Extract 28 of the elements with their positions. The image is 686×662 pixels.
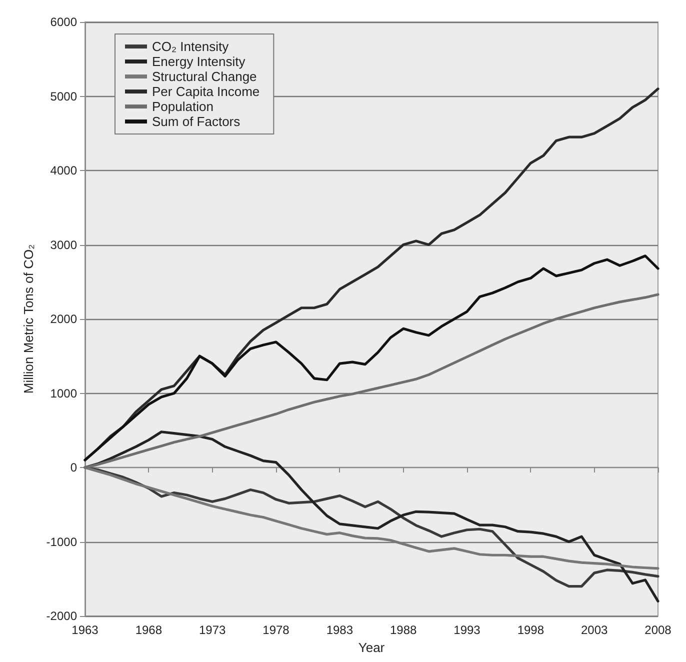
y-tick-label: 6000 — [50, 15, 78, 29]
legend-label: Sum of Factors — [152, 114, 241, 129]
x-tick-label: 1983 — [326, 623, 354, 637]
x-tick-label: 1998 — [517, 623, 544, 637]
x-tick-label: 2003 — [580, 623, 608, 637]
y-axis-title: Million Metric Tons of CO₂ — [21, 244, 36, 394]
legend-label: CO₂ Intensity — [152, 39, 230, 54]
y-tick-label: -1000 — [46, 534, 78, 549]
x-tick-label: 2008 — [644, 623, 672, 637]
y-tick-label: 1000 — [50, 386, 78, 400]
x-tick-label: 1968 — [135, 623, 162, 637]
legend-label: Population — [152, 99, 214, 114]
x-tick-label: 1963 — [72, 623, 99, 637]
legend-label: Energy Intensity — [152, 54, 246, 69]
y-tick-label: 3000 — [50, 238, 78, 252]
y-tick-label: -2000 — [46, 609, 78, 623]
x-tick-label: 1978 — [262, 623, 290, 637]
y-tick-label: 5000 — [50, 89, 78, 104]
x-tick-label: 1993 — [454, 623, 481, 637]
x-tick-label: 1988 — [390, 623, 418, 637]
line-series — [84, 254, 660, 462]
legend-label: Per Capita Income — [152, 84, 260, 99]
y-tick-label: 2000 — [50, 312, 78, 326]
x-tick-label: 1973 — [198, 623, 226, 637]
y-tick-label: 0 — [70, 460, 78, 474]
x-axis-title: Year — [358, 640, 386, 655]
legend-label: Structural Change — [152, 69, 257, 84]
y-tick-label: 4000 — [50, 164, 78, 178]
